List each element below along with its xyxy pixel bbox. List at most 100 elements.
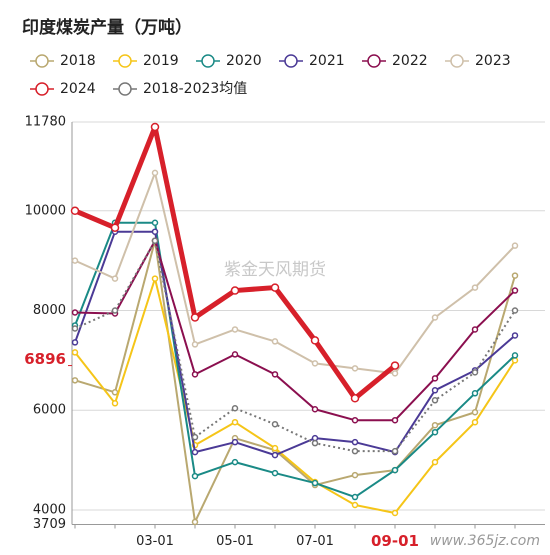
point — [511, 352, 519, 359]
point — [111, 307, 119, 314]
legend-label: 2019 — [143, 53, 179, 69]
legend-marker — [450, 54, 464, 68]
series-line — [74, 277, 516, 514]
point — [431, 421, 439, 429]
point — [391, 370, 399, 377]
point — [271, 420, 279, 428]
point — [311, 439, 319, 447]
point — [71, 377, 79, 384]
point — [71, 349, 79, 356]
point — [431, 458, 439, 466]
point — [351, 447, 359, 455]
point — [471, 408, 479, 416]
point — [391, 416, 399, 424]
point — [231, 405, 239, 412]
point — [271, 371, 279, 378]
point — [311, 479, 319, 487]
legend-label: 2022 — [392, 53, 428, 69]
legend-label: 2021 — [309, 53, 345, 69]
point — [191, 518, 199, 526]
point — [191, 433, 199, 441]
site-watermark: www.365jz.com — [430, 533, 540, 549]
legend-label: 2018-2023均值 — [143, 81, 247, 97]
legend-label: 2020 — [226, 53, 262, 69]
point — [431, 397, 439, 404]
point — [471, 326, 479, 333]
y-tick-label: 4000 — [33, 502, 66, 517]
legend-label: 2024 — [60, 81, 96, 97]
point — [231, 458, 239, 466]
legend-marker — [284, 54, 298, 68]
point — [311, 360, 319, 367]
series-line — [74, 230, 516, 457]
point — [391, 466, 399, 474]
point — [111, 275, 119, 282]
point — [111, 400, 119, 407]
point — [191, 341, 199, 348]
point — [70, 206, 80, 216]
point — [511, 287, 519, 294]
point — [71, 309, 79, 316]
x-tick-label: 09-01 — [371, 532, 419, 550]
point — [230, 286, 240, 295]
x-tick-label: 07-01 — [296, 534, 334, 549]
point — [151, 275, 159, 282]
point — [351, 501, 359, 509]
point — [471, 418, 479, 426]
point — [471, 390, 479, 397]
series-line — [74, 171, 516, 375]
highlight-tick-label: 6896 — [24, 350, 66, 368]
legend-marker — [35, 54, 49, 68]
legend-label: 2018 — [60, 53, 96, 69]
series-line — [74, 239, 516, 523]
point — [271, 451, 279, 459]
point — [151, 169, 159, 177]
point — [511, 307, 519, 314]
point — [191, 448, 199, 456]
legend-marker — [118, 54, 132, 68]
point — [431, 375, 439, 382]
point — [351, 365, 359, 372]
x-tick-label: 05-01 — [216, 534, 254, 549]
legend-marker — [35, 82, 49, 96]
y-tick-label: 3709 — [33, 517, 66, 532]
y-tick-label: 8000 — [33, 303, 66, 318]
point — [431, 428, 439, 436]
legend-label: 2023 — [475, 53, 511, 69]
point — [111, 389, 119, 396]
series-line — [74, 221, 516, 499]
point — [511, 272, 519, 279]
series-line — [74, 239, 516, 453]
point — [391, 447, 399, 455]
point — [151, 228, 159, 235]
x-tick-label: 03-01 — [136, 534, 174, 549]
point — [71, 339, 79, 346]
point — [351, 416, 359, 424]
point — [191, 472, 199, 480]
point — [511, 332, 519, 339]
point — [71, 257, 79, 264]
chart-title: 印度煤炭产量（万吨） — [22, 17, 192, 38]
point — [191, 371, 199, 378]
y-tick-label: 11780 — [25, 115, 66, 130]
point — [511, 242, 519, 249]
point — [190, 313, 200, 322]
point — [151, 237, 159, 244]
point — [151, 219, 159, 226]
point — [431, 314, 439, 321]
point — [351, 493, 359, 501]
point — [270, 283, 280, 292]
y-tick-label: 10000 — [25, 203, 66, 218]
point — [71, 325, 79, 332]
point — [110, 223, 120, 232]
point — [471, 369, 479, 376]
point — [231, 418, 239, 426]
point — [271, 469, 279, 477]
y-tick-label: 6000 — [33, 403, 66, 418]
point — [351, 438, 359, 446]
point — [231, 438, 239, 446]
legend-marker — [118, 82, 132, 96]
point — [350, 394, 360, 403]
point — [271, 444, 279, 452]
